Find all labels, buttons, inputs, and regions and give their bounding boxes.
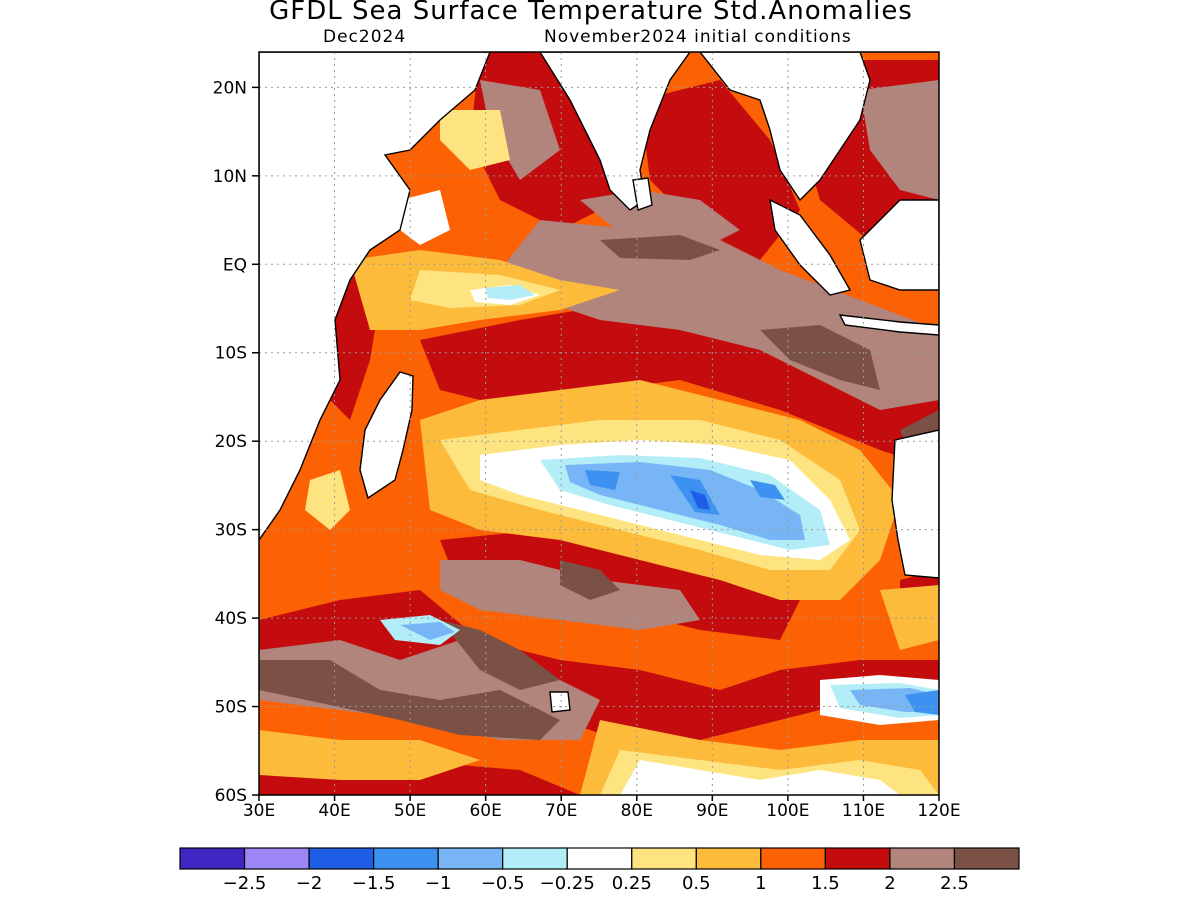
land-masks <box>259 52 939 713</box>
lat-tick-label: 60S <box>215 786 247 806</box>
grid-lines <box>259 52 939 795</box>
lat-tick-label: EQ <box>223 255 247 275</box>
colorbar-label: 0.5 <box>682 873 711 894</box>
colorbar-label: 2 <box>884 873 895 894</box>
colorbar-swatch <box>308 847 375 870</box>
colorbar-label: 0.25 <box>612 873 652 894</box>
colorbar-label: 1 <box>755 873 766 894</box>
java-landmass <box>838 314 939 336</box>
initial-conditions-label: November2024 initial conditions <box>544 27 852 47</box>
colorbar-swatch <box>824 847 891 870</box>
lat-tick-label: 20S <box>215 432 247 452</box>
lon-tick-label: 40E <box>318 801 350 821</box>
lon-tick-label: 50E <box>394 801 426 821</box>
lon-tick-label: 100E <box>766 801 809 821</box>
sumatra-landmass <box>769 198 852 296</box>
lat-tick-label: 10N <box>213 167 247 187</box>
lon-tick-label: 120E <box>917 801 960 821</box>
forecast-month: Dec2024 <box>323 27 407 47</box>
colorbar-swatch <box>373 847 439 870</box>
madagascar-landmass <box>359 371 414 500</box>
colorbar-swatch <box>243 847 310 870</box>
lat-tick-label: 50S <box>215 698 247 718</box>
lon-tick-label: 90E <box>696 801 728 821</box>
colorbar-label: 2.5 <box>940 873 969 894</box>
indochina-landmass <box>699 52 871 202</box>
colorbar-swatch <box>953 847 1020 870</box>
colorbar-swatch <box>179 847 246 870</box>
plot-frame <box>258 51 940 796</box>
colorbar: −2.5 −2 −1.5 −1 −0.5 −0.25 0.25 0.5 1 1.5 2 2.5 <box>179 847 1020 894</box>
colorbar-label: −1 <box>425 873 452 894</box>
colorbar-swatch <box>502 847 568 870</box>
colorbar-swatch <box>760 847 826 870</box>
lon-tick-label: 110E <box>842 801 885 821</box>
lat-tick-label: 10S <box>215 344 247 364</box>
lon-tick-label: 60E <box>469 801 501 821</box>
borneo-landmass <box>859 199 939 291</box>
kerguelen-island <box>549 691 571 713</box>
colorbar-swatch <box>631 847 697 870</box>
anomaly-contours-brown <box>259 80 939 740</box>
australia-landmass <box>891 429 939 579</box>
colorbar-label: −2.5 <box>223 873 267 894</box>
sri-lanka-landmass <box>632 177 653 211</box>
lat-tick-label: 20N <box>213 78 247 98</box>
colorbar-swatch <box>889 847 956 870</box>
colorbar-label: −0.25 <box>540 873 595 894</box>
map-title: GFDL Sea Surface Temperature Std.Anomali… <box>269 0 913 26</box>
africa-arabia-landmass <box>259 52 491 542</box>
colorbar-swatch <box>566 847 633 870</box>
lon-tick-label: 80E <box>621 801 653 821</box>
lat-tick-label: 30S <box>215 521 247 541</box>
lat-tick-label: 40S <box>215 609 247 629</box>
lon-tick-label: 30E <box>243 801 275 821</box>
colorbar-label: −2 <box>296 873 323 894</box>
colorbar-swatch <box>437 847 504 870</box>
colorbar-label: −0.5 <box>481 873 525 894</box>
colorbar-swatch <box>695 847 762 870</box>
colorbar-label: 1.5 <box>811 873 840 894</box>
colorbar-label: −1.5 <box>352 873 396 894</box>
lon-tick-label: 70E <box>545 801 577 821</box>
